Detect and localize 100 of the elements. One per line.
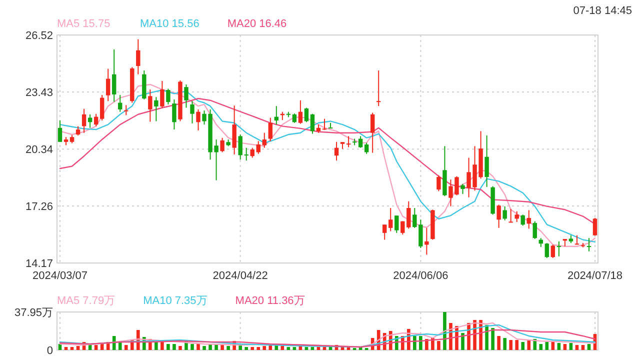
candlestick [274,106,279,126]
bar [178,346,182,350]
line-series [59,98,596,225]
bar [545,342,549,350]
candlestick [262,132,266,148]
bar [226,346,230,350]
bar [76,346,80,350]
candlestick [526,210,531,230]
bar [250,346,254,350]
candlestick [424,227,429,256]
bar [563,344,567,350]
candlestick [334,141,339,162]
bar [166,344,170,350]
bar [286,346,290,350]
candlestick [58,120,62,142]
bar [316,346,320,350]
candlestick [520,214,525,226]
bar [88,344,92,350]
candlestick [250,147,254,158]
bar [509,340,512,350]
bar [70,346,74,350]
bar [581,344,585,350]
bar [172,344,176,350]
bar [539,344,543,350]
candlestick [148,88,152,122]
bar [557,342,561,350]
candlestick [184,84,188,108]
bar [527,340,531,350]
candlestick [376,70,381,107]
bar [521,342,525,350]
bar [328,346,332,350]
candlestick [124,104,128,116]
bar [268,344,272,350]
candlestick [346,136,351,148]
candlestick [88,114,92,128]
bar [497,336,500,350]
candlestick [94,113,98,127]
candlestick [304,107,309,123]
bar [292,346,296,350]
text: MA5 15.75 [57,18,110,30]
candlestick [496,204,501,228]
x-tick-label: 2024/07/18 [567,270,623,282]
candlestick [574,234,580,246]
bar [196,344,200,350]
y-tick-label: 17.26 [25,200,53,213]
candlestick [256,140,260,154]
bar [154,342,158,350]
y-tick-label: 26.52 [25,30,53,42]
candlestick [172,98,176,130]
bar [202,346,206,350]
y-tick-label: 23.43 [25,87,53,100]
candlestick [196,108,200,131]
text: 07-18 14:45 [573,5,632,17]
candlestick [136,38,140,75]
bar [304,346,308,350]
bar [220,344,224,350]
candlestick [220,137,224,153]
bar [515,340,519,350]
candlestick [406,200,411,230]
candlestick [100,94,104,121]
bar [244,346,248,350]
candlestick [394,215,399,234]
candlestick [160,80,164,108]
x-tick-label: 2024/04/22 [212,270,268,282]
candlestick [112,48,116,102]
bar [461,332,464,350]
candlestick [322,118,327,130]
bar [491,328,494,350]
bar [533,338,537,350]
y-tick-label: 14.17 [25,258,53,270]
bar [100,344,104,350]
candlestick [592,217,598,236]
bar [425,338,428,350]
x-tick-label: 2024/03/07 [32,270,88,282]
y-tick-label: 37.95万 [14,307,53,319]
bar [419,336,422,350]
candlestick [382,224,387,240]
candlestick [484,134,489,188]
bar [262,346,266,350]
candlestick [358,136,363,148]
candlestick [514,210,519,223]
candlestick [166,88,170,105]
candlestick [400,220,405,236]
candlestick [508,208,513,224]
bar [551,342,555,350]
bar [310,346,314,350]
candlestick [190,100,194,124]
candlestick [292,112,297,124]
bar [124,344,128,350]
bar [575,344,579,350]
bar [485,324,488,350]
candlestick [370,112,375,154]
bar [322,346,326,350]
candlestick [586,238,592,252]
text: MA10 7.35万 [143,295,208,307]
text: MA20 11.36万 [235,295,305,307]
candlestick [544,242,550,259]
candlestick [76,126,80,136]
candlestick [268,117,272,142]
candlestick [550,244,556,259]
